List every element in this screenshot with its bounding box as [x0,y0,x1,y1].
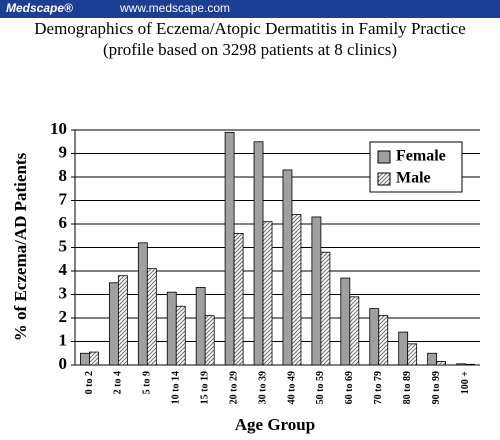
x-tick-label: 15 to 19 [199,371,210,404]
y-tick-label: 2 [59,307,68,326]
bar [233,232,244,366]
y-tick-label: 9 [59,142,68,161]
x-tick-label: 100 + [460,371,471,395]
legend-label: Male [396,170,431,187]
x-tick-label: 90 to 99 [431,371,442,404]
legend-label: Female [396,148,446,165]
bar [349,296,360,366]
y-axis-label: % of Eczema/AD Patients [11,152,30,341]
bar [80,352,90,366]
bar [137,242,148,366]
bar [407,343,418,366]
x-tick-label: 10 to 14 [171,371,182,404]
y-tick-label: 7 [59,189,68,208]
legend-swatch [377,150,391,164]
bar [398,331,409,366]
y-tick-label: 4 [59,260,68,279]
bar [369,308,380,366]
bar [291,214,302,366]
bar [117,275,128,366]
bar [195,287,206,366]
bar [262,221,273,366]
bar [340,277,351,366]
y-tick-label: 8 [59,166,68,185]
bar [465,363,475,366]
y-tick-label: 0 [59,354,68,373]
y-tick-label: 3 [59,283,68,302]
bar [311,216,322,366]
y-tick-label: 5 [59,236,68,255]
x-tick-label: 50 to 59 [315,371,326,404]
url[interactable]: www.medscape.com [119,1,230,15]
bar [175,305,186,366]
x-tick-label: 80 to 89 [402,371,413,404]
bar [204,315,215,366]
bar [320,251,331,366]
bar [224,131,235,366]
x-tick-label: 5 to 9 [142,371,153,394]
bar [378,315,389,366]
brand[interactable]: Medscape® [6,1,73,15]
x-tick-label: 30 to 39 [257,371,268,404]
y-tick-label: 6 [59,213,68,232]
bar [282,169,293,366]
y-tick-label: 1 [59,330,68,349]
bar [253,141,264,366]
chart-title: Demographics of Eczema/Atopic Dermatitis… [34,19,465,38]
x-tick-label: 70 to 79 [373,371,384,404]
x-tick-label: 60 to 69 [344,371,355,404]
bar [166,291,177,366]
x-axis-label: Age Group [235,415,315,434]
bar [108,282,119,366]
x-tick-label: 0 to 2 [84,371,95,394]
x-tick-label: 40 to 49 [286,371,297,404]
header-bar [0,0,500,18]
chart-subtitle: (profile based on 3298 patients at 8 cli… [103,40,397,59]
y-tick-label: 10 [50,119,67,138]
x-tick-label: 2 to 4 [113,371,124,394]
bar [146,268,157,366]
bar [456,363,466,366]
bar [436,361,447,366]
bar [89,351,99,366]
legend-swatch [377,172,391,186]
bar [427,352,438,366]
x-tick-label: 20 to 29 [228,371,239,404]
